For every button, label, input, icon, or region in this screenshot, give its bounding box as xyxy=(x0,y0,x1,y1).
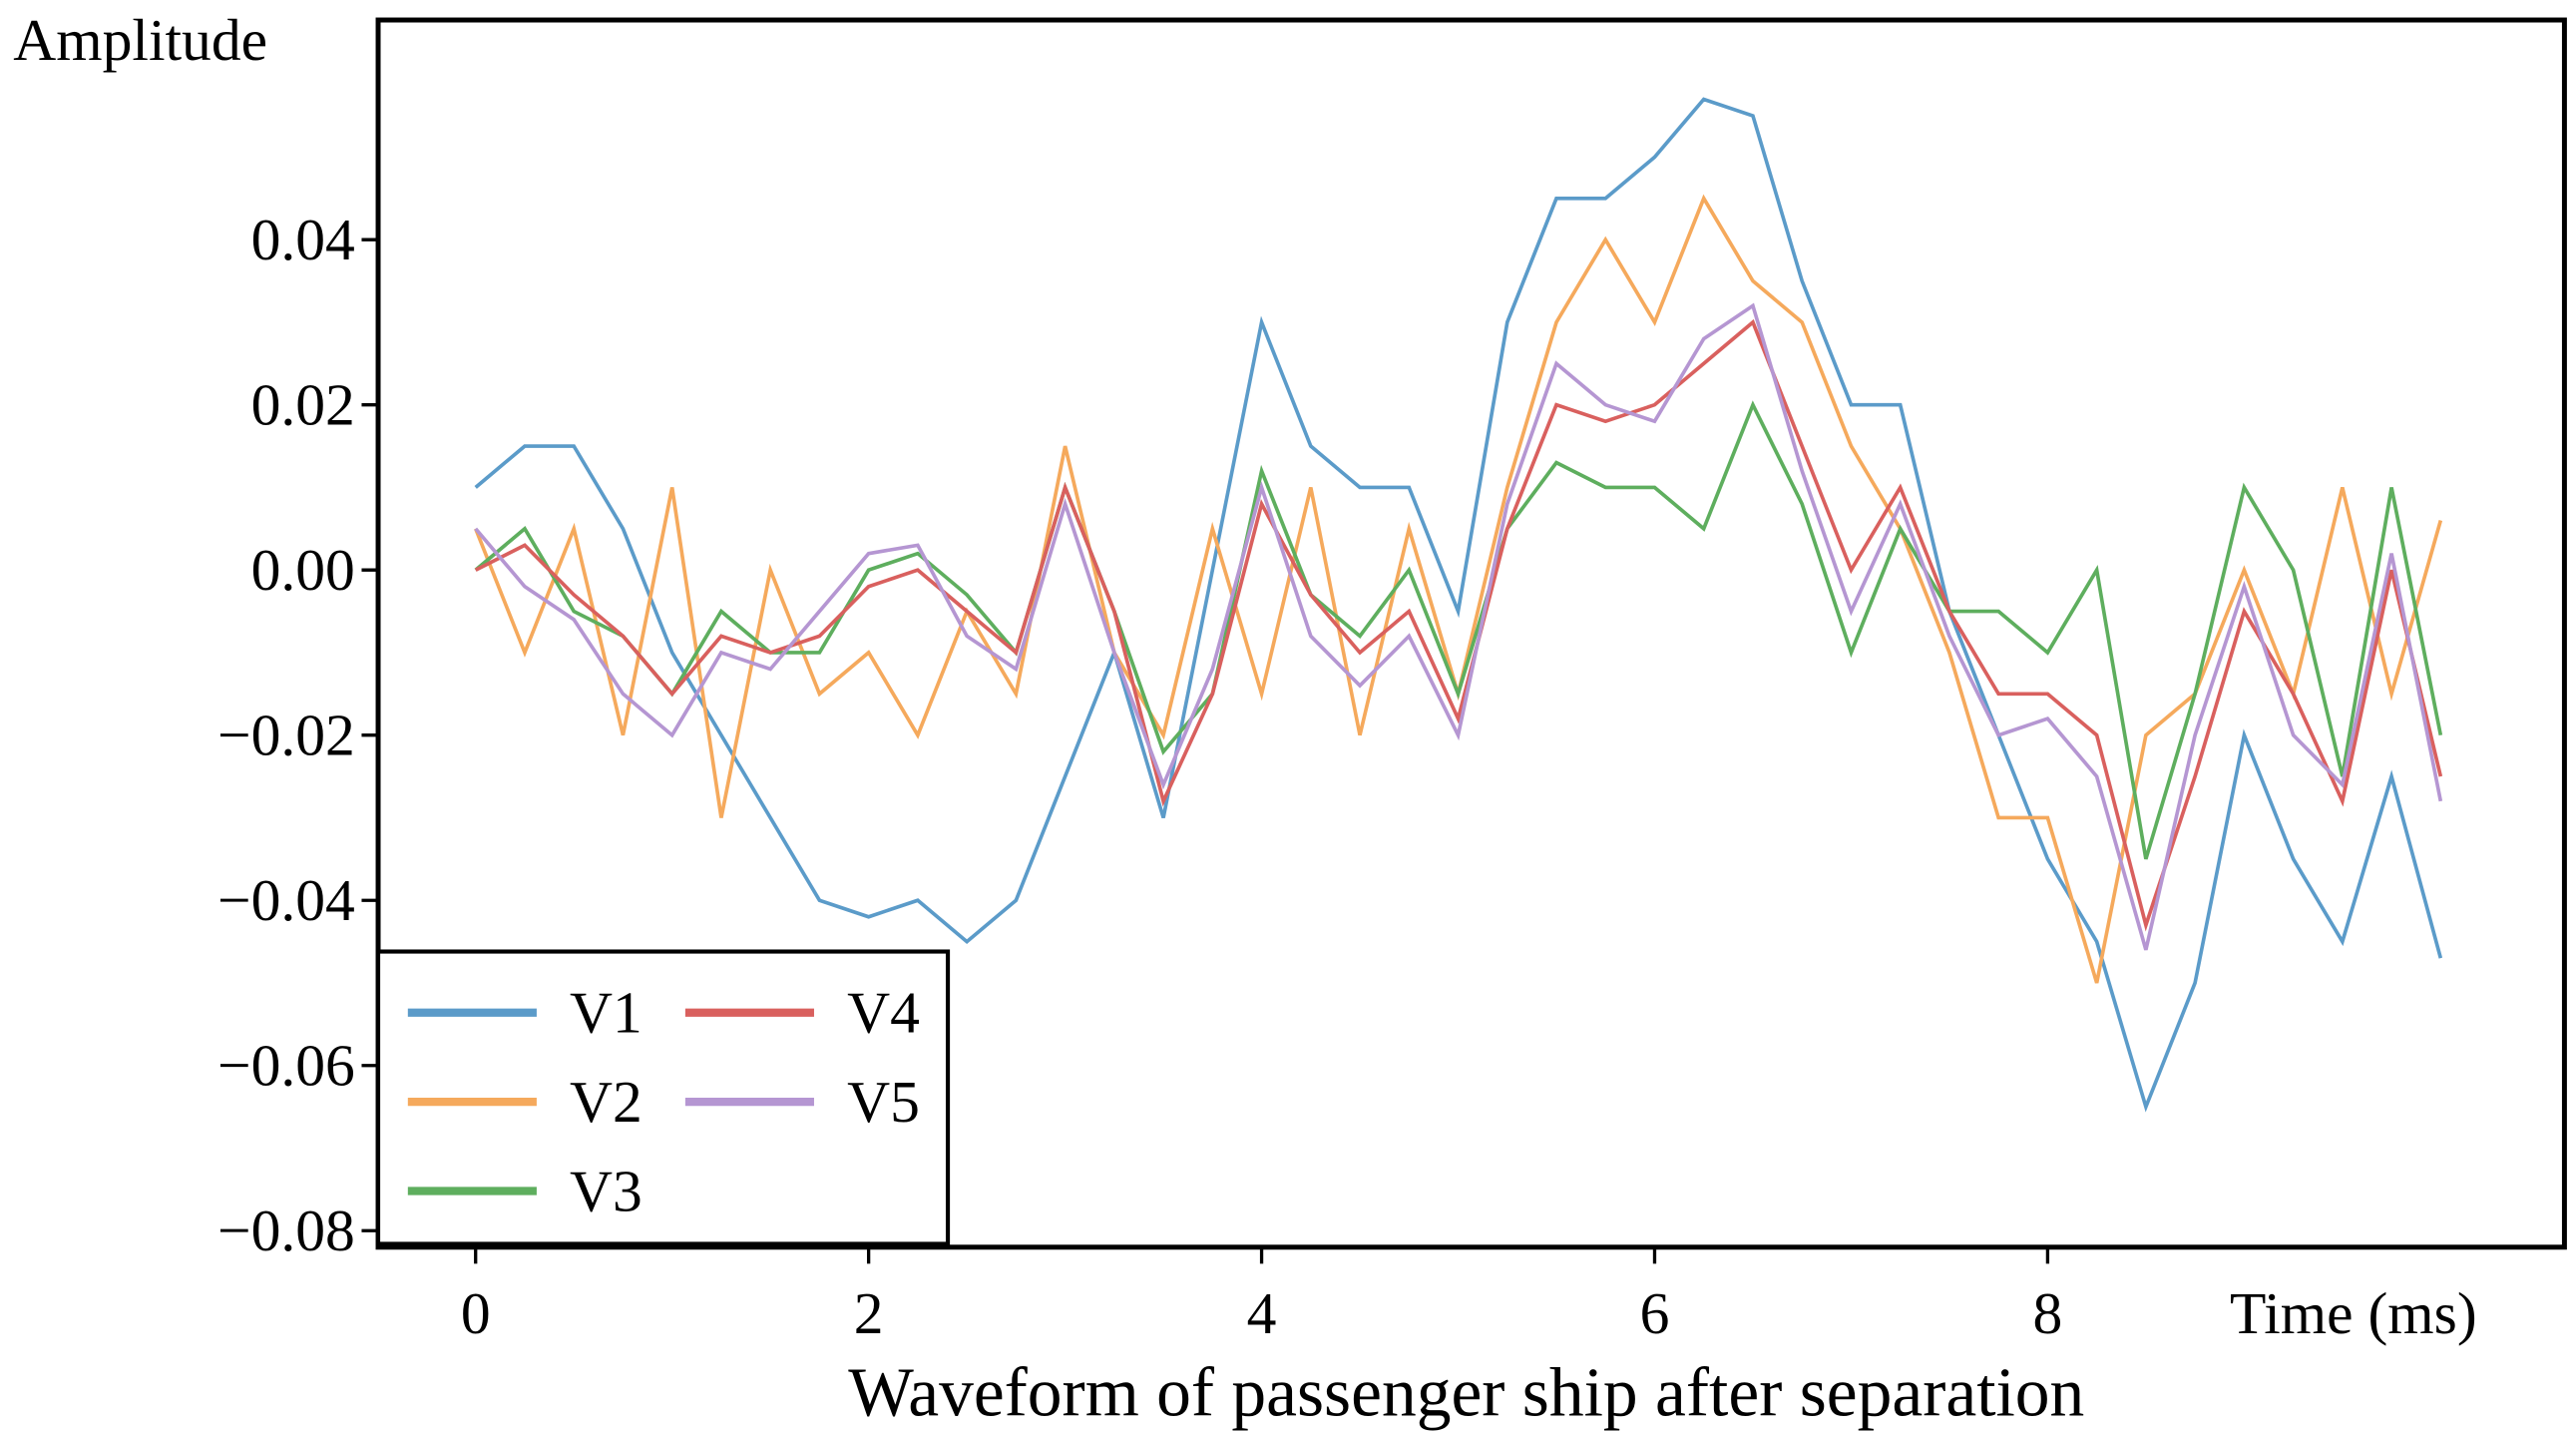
y-axis-label: Amplitude xyxy=(13,7,267,73)
y-tick-label: 0.02 xyxy=(251,372,355,438)
x-axis-label: Time (ms) xyxy=(2230,1280,2477,1346)
legend-label: V4 xyxy=(847,980,920,1046)
series-line xyxy=(474,318,2443,932)
chart-title: Waveform of passenger ship after separat… xyxy=(848,1355,2084,1432)
series-line xyxy=(474,302,2443,951)
legend-label: V1 xyxy=(570,980,643,1046)
y-tick-label: 0.04 xyxy=(251,207,355,272)
y-tick-label: −0.08 xyxy=(217,1197,355,1263)
series-line xyxy=(474,194,2443,984)
x-tick-label: 4 xyxy=(1247,1280,1277,1346)
series-line xyxy=(474,400,2443,860)
y-tick-label: −0.02 xyxy=(217,703,355,768)
series-line xyxy=(474,97,2443,1113)
x-tick-label: 0 xyxy=(461,1280,491,1346)
x-tick-label: 2 xyxy=(854,1280,884,1346)
legend-label: V5 xyxy=(847,1069,920,1135)
x-tick-label: 8 xyxy=(2033,1280,2063,1346)
legend-label: V3 xyxy=(570,1158,643,1223)
y-tick-label: −0.06 xyxy=(217,1033,355,1099)
legend-label: V2 xyxy=(570,1069,643,1135)
plot-frame xyxy=(375,17,2567,1250)
y-tick-label: −0.04 xyxy=(217,867,355,933)
y-tick-label: 0.00 xyxy=(251,537,355,603)
x-tick-label: 6 xyxy=(1640,1280,1670,1346)
